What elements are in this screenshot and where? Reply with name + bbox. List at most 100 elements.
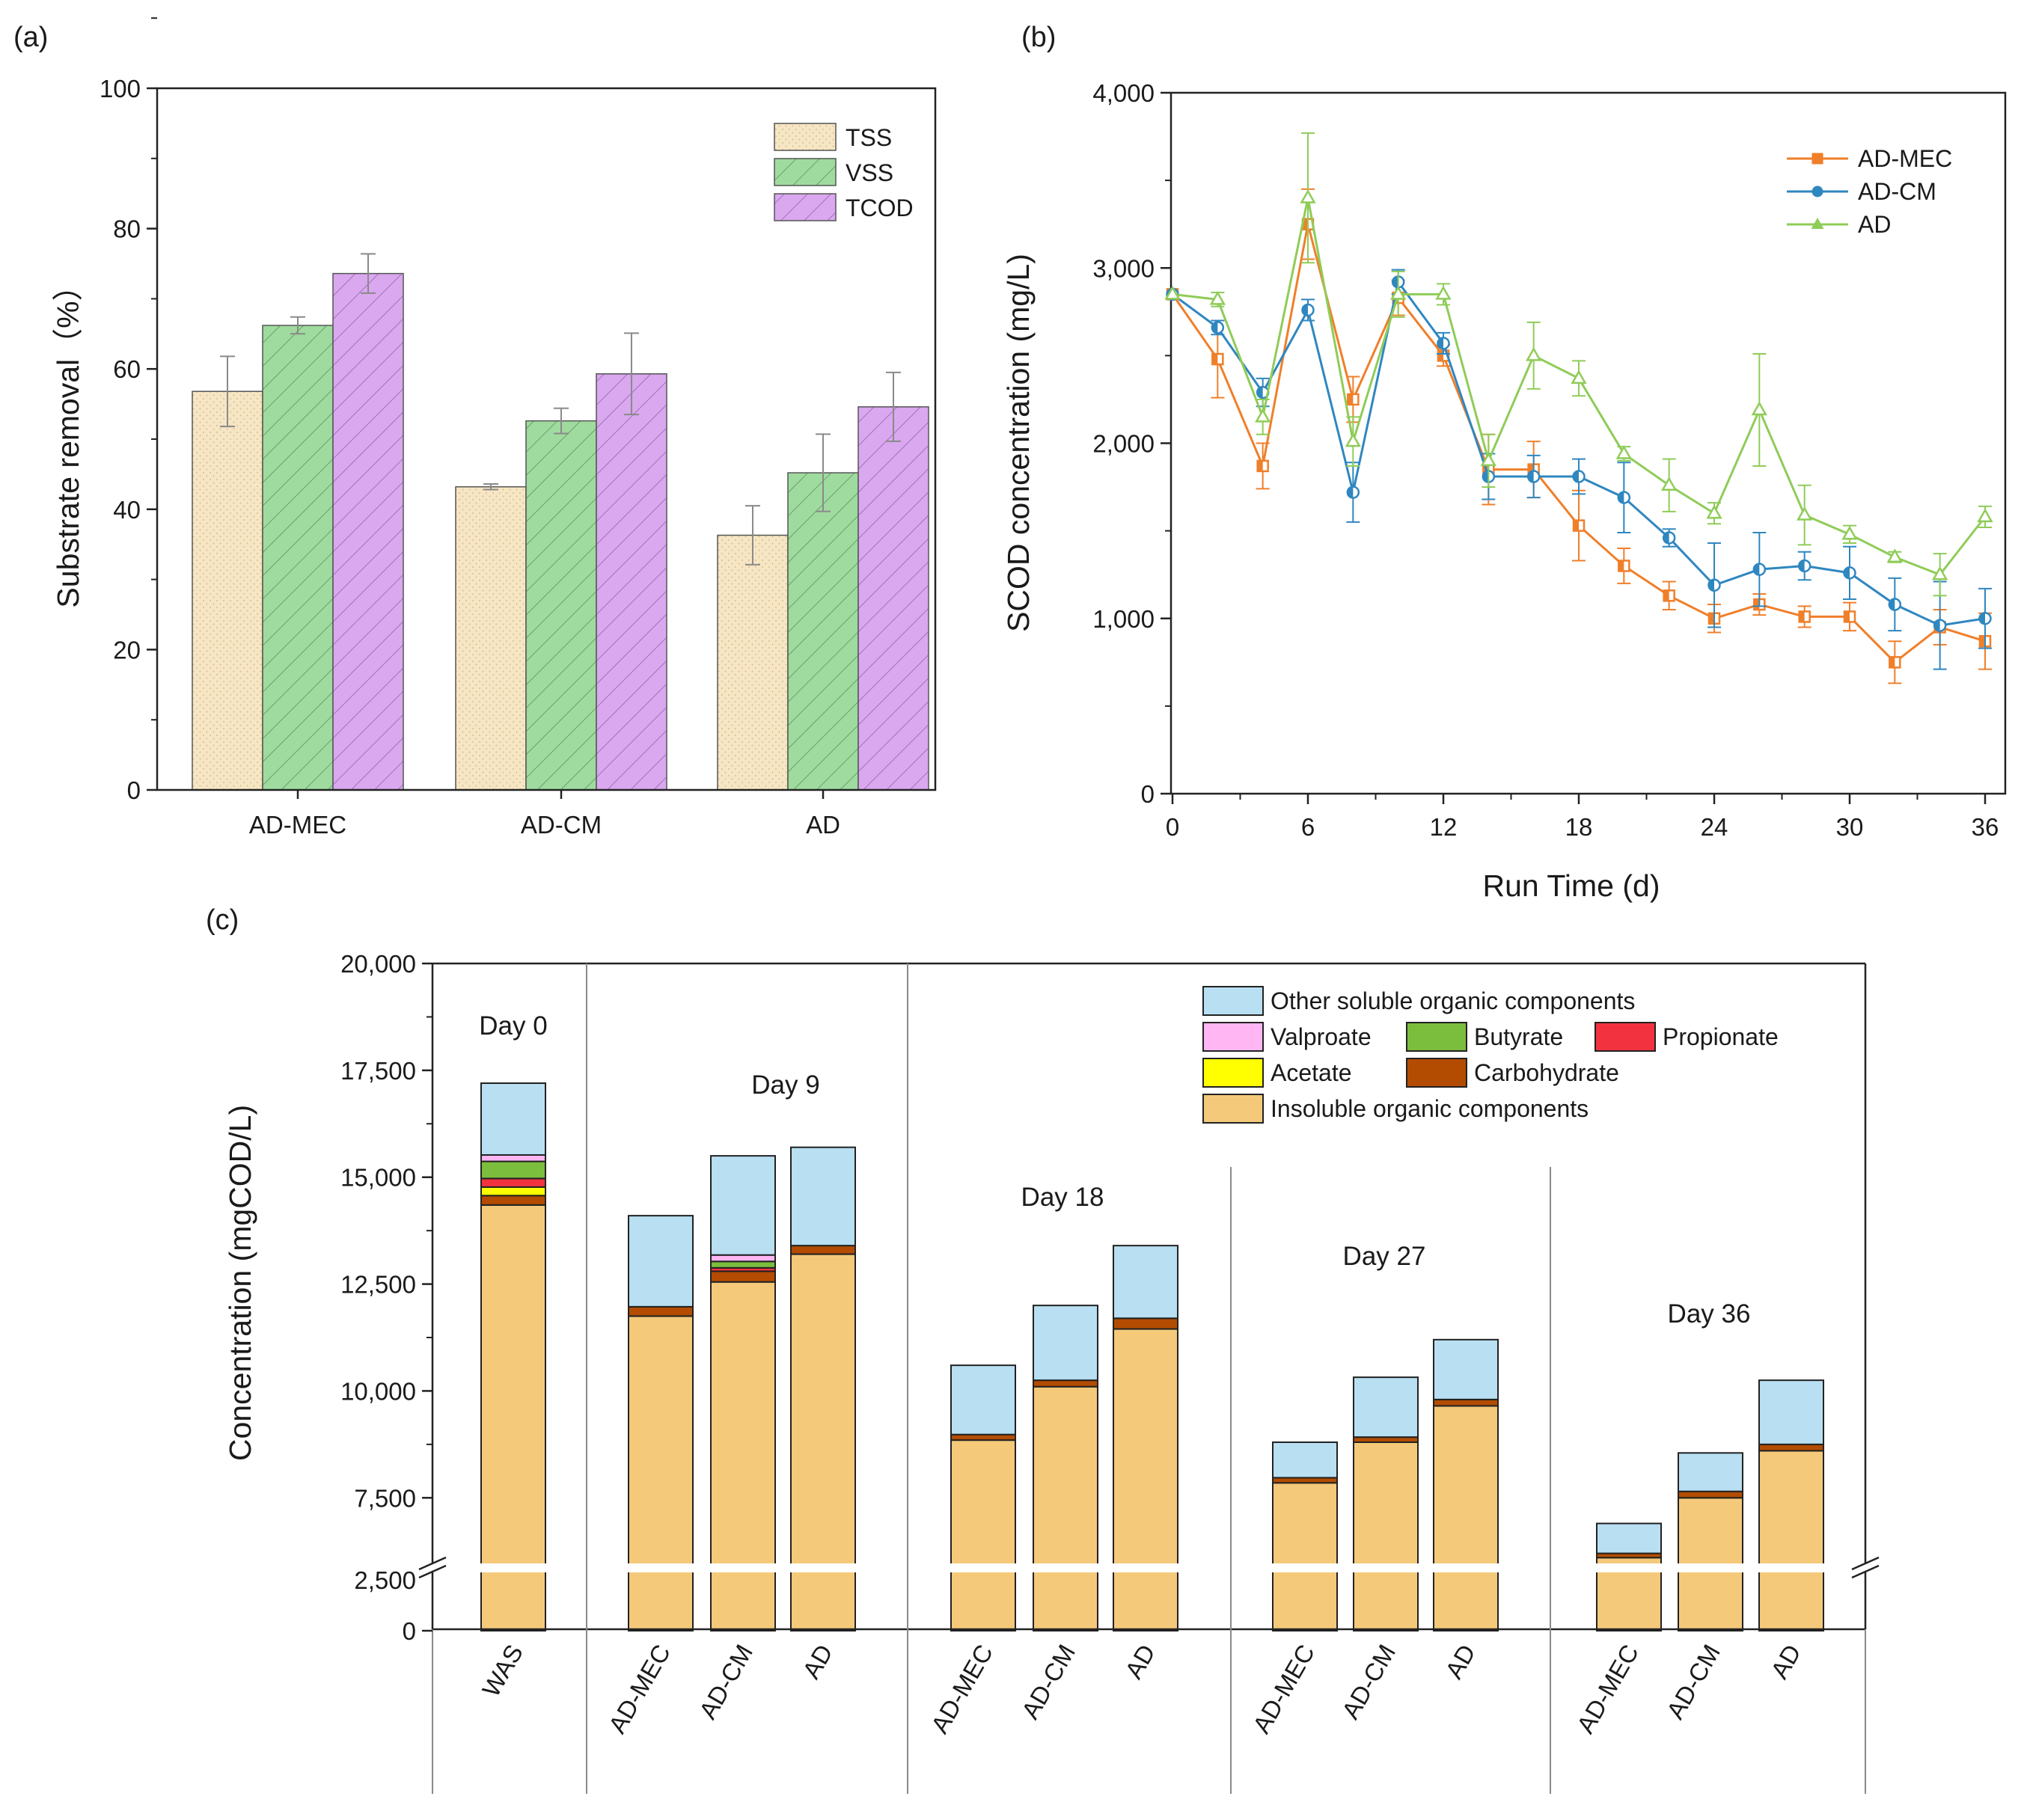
x-tick-label: 6 (1301, 813, 1315, 841)
stacked-bar (1033, 1305, 1098, 1631)
bar-tss (455, 486, 527, 791)
y-tick-label: 3,000 (1092, 254, 1155, 282)
x-tick-label: AD-MEC (1571, 1640, 1644, 1738)
data-point-fill (1754, 599, 1760, 610)
legend-label: Acetate (1271, 1059, 1352, 1086)
bar-segment (1272, 1482, 1338, 1632)
stacked-bar (1272, 1441, 1338, 1632)
bar-segment (480, 1154, 546, 1162)
data-point (1164, 285, 1181, 300)
bar-segment (1033, 1385, 1098, 1631)
x-tick-label: 24 (1701, 813, 1728, 841)
bar-segment (790, 1146, 856, 1247)
legend-label: Insoluble organic components (1271, 1095, 1589, 1122)
bar-segment (1678, 1452, 1743, 1492)
break-mark (1851, 1556, 1880, 1571)
legend-swatch-vss (774, 158, 837, 186)
legend-label: AD-CM (1858, 178, 1936, 205)
x-tick-label: AD (797, 1640, 838, 1683)
bar-segment (480, 1177, 546, 1188)
bar-segment (1033, 1305, 1098, 1382)
bar-tcod (596, 373, 667, 791)
data-point (1300, 189, 1316, 203)
y-tick-label: 4,000 (1092, 79, 1155, 107)
x-tick-label: AD-CM (694, 1640, 758, 1724)
data-point-fill (1889, 598, 1895, 610)
data-point (1615, 445, 1632, 459)
legend-swatch (1202, 1058, 1264, 1088)
data-point-fill (1934, 619, 1940, 631)
stacked-bar (1596, 1522, 1662, 1631)
legend-label: Carbohydrate (1474, 1059, 1619, 1086)
panel-c-y-label: Concentration (mgCOD/L) (223, 1105, 257, 1461)
legend-marker (1811, 218, 1824, 229)
stacked-bar (710, 1155, 776, 1631)
break-mark (418, 1556, 447, 1571)
bar-segment (1353, 1441, 1419, 1631)
x-tick-label: AD (1765, 1640, 1806, 1683)
x-tick-label: AD-MEC (249, 811, 346, 839)
data-point-fill (1303, 218, 1308, 230)
data-point-fill (1844, 567, 1850, 579)
bar-segment (950, 1439, 1016, 1631)
data-point-fill (1979, 613, 1985, 625)
day-label: Day 36 (1668, 1299, 1751, 1329)
y-tick-label: 1,000 (1092, 605, 1155, 633)
data-point (1526, 346, 1542, 361)
y-tick-label: 20 (113, 636, 141, 664)
panel-a-y-label: Substrate removal（%） (51, 270, 85, 607)
panel-b-legend: AD-MEC AD-CM AD (1787, 145, 1952, 238)
data-point-fill (1574, 520, 1579, 531)
data-point-fill (1348, 393, 1354, 405)
data-point (1841, 525, 1858, 540)
data-point-fill (1889, 657, 1895, 668)
data-point-fill (1257, 460, 1263, 471)
data-point-fill (1618, 491, 1624, 503)
bar-segment (790, 1253, 856, 1631)
y-tick-label: 100 (100, 75, 141, 102)
data-point (1977, 508, 1993, 523)
x-tick-label: AD (1119, 1640, 1161, 1683)
day-label: Day 27 (1343, 1242, 1426, 1271)
bar-segment (950, 1364, 1016, 1436)
data-point-fill (1347, 486, 1354, 498)
data-point-fill (1980, 636, 1985, 647)
axis-break-gap (419, 1563, 1878, 1572)
bar-tss (192, 390, 263, 791)
panel-c-legend: Other soluble organic components Valproat… (1202, 986, 1779, 1124)
bar-segment (480, 1186, 546, 1197)
data-point-fill (1302, 304, 1308, 316)
y-tick-label: 60 (113, 355, 141, 383)
x-tick-label: AD-MEC (1247, 1640, 1320, 1738)
bar-segment (1433, 1338, 1499, 1400)
panel-a-legend: TSS VSS TCOD (774, 123, 914, 221)
data-point-fill (1799, 560, 1805, 572)
data-point (1480, 452, 1496, 467)
x-tick-label: AD-CM (1016, 1640, 1080, 1724)
bar-segment (1113, 1245, 1178, 1320)
data-point (1661, 477, 1678, 491)
x-tick-label: AD-CM (521, 811, 602, 839)
y-tick-label: 10,000 (340, 1377, 416, 1405)
series-ad (1164, 132, 1993, 597)
data-point-fill (1799, 611, 1805, 622)
y-tick-label: 17,500 (340, 1057, 416, 1085)
panel-a-label: (a) (13, 22, 48, 53)
bar-vss (525, 420, 597, 791)
y-tick-label: 12,500 (340, 1271, 416, 1299)
panel-c-frame (418, 962, 1880, 1794)
legend-swatch-tss (774, 123, 837, 151)
panel-c-day-labels: Day 0 Day 9 Day 18 Day 27 Day 36 (479, 1011, 1750, 1329)
legend-marker (1811, 153, 1823, 165)
y-tick-label: 0 (127, 776, 141, 804)
y-tick-label: 2,500 (354, 1566, 416, 1594)
bar-segment (480, 1195, 546, 1206)
y-tick-label: 80 (113, 215, 141, 243)
panel-b-y-label: SCOD concentration (mg/L) (1001, 254, 1036, 632)
data-point-fill (1618, 560, 1624, 572)
data-point-fill (1709, 613, 1714, 624)
panel-a-y-ticks: 0 20 40 60 80 100 (100, 17, 157, 804)
legend-label: AD (1858, 211, 1891, 238)
panel-c-label: (c) (206, 904, 239, 936)
legend-swatch (1202, 1022, 1264, 1052)
